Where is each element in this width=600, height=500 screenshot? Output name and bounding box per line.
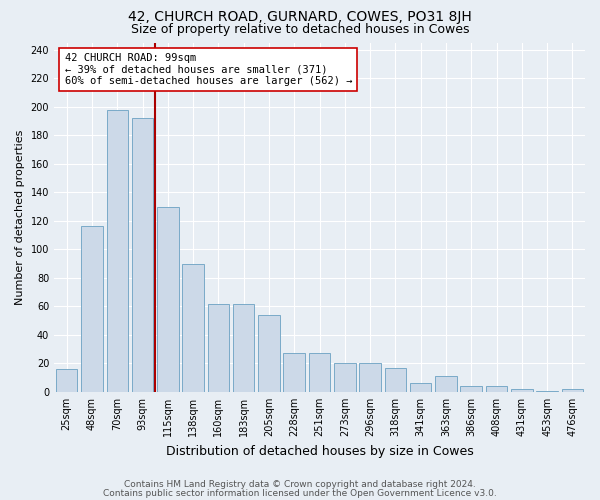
- Bar: [562, 389, 583, 392]
- Bar: [258, 315, 280, 392]
- Bar: [81, 226, 103, 392]
- Bar: [536, 390, 558, 392]
- Bar: [359, 364, 381, 392]
- Bar: [410, 384, 431, 392]
- Bar: [157, 206, 179, 392]
- Bar: [309, 354, 330, 392]
- Bar: [283, 354, 305, 392]
- X-axis label: Distribution of detached houses by size in Cowes: Distribution of detached houses by size …: [166, 444, 473, 458]
- Text: 42 CHURCH ROAD: 99sqm
← 39% of detached houses are smaller (371)
60% of semi-det: 42 CHURCH ROAD: 99sqm ← 39% of detached …: [65, 53, 352, 86]
- Bar: [511, 389, 533, 392]
- Bar: [56, 369, 77, 392]
- Y-axis label: Number of detached properties: Number of detached properties: [15, 130, 25, 305]
- Bar: [486, 386, 507, 392]
- Bar: [107, 110, 128, 392]
- Text: Size of property relative to detached houses in Cowes: Size of property relative to detached ho…: [131, 22, 469, 36]
- Bar: [435, 376, 457, 392]
- Bar: [334, 364, 356, 392]
- Bar: [208, 304, 229, 392]
- Bar: [460, 386, 482, 392]
- Text: Contains public sector information licensed under the Open Government Licence v3: Contains public sector information licen…: [103, 488, 497, 498]
- Text: Contains HM Land Registry data © Crown copyright and database right 2024.: Contains HM Land Registry data © Crown c…: [124, 480, 476, 489]
- Bar: [182, 264, 204, 392]
- Bar: [385, 368, 406, 392]
- Bar: [132, 118, 153, 392]
- Text: 42, CHURCH ROAD, GURNARD, COWES, PO31 8JH: 42, CHURCH ROAD, GURNARD, COWES, PO31 8J…: [128, 10, 472, 24]
- Bar: [233, 304, 254, 392]
